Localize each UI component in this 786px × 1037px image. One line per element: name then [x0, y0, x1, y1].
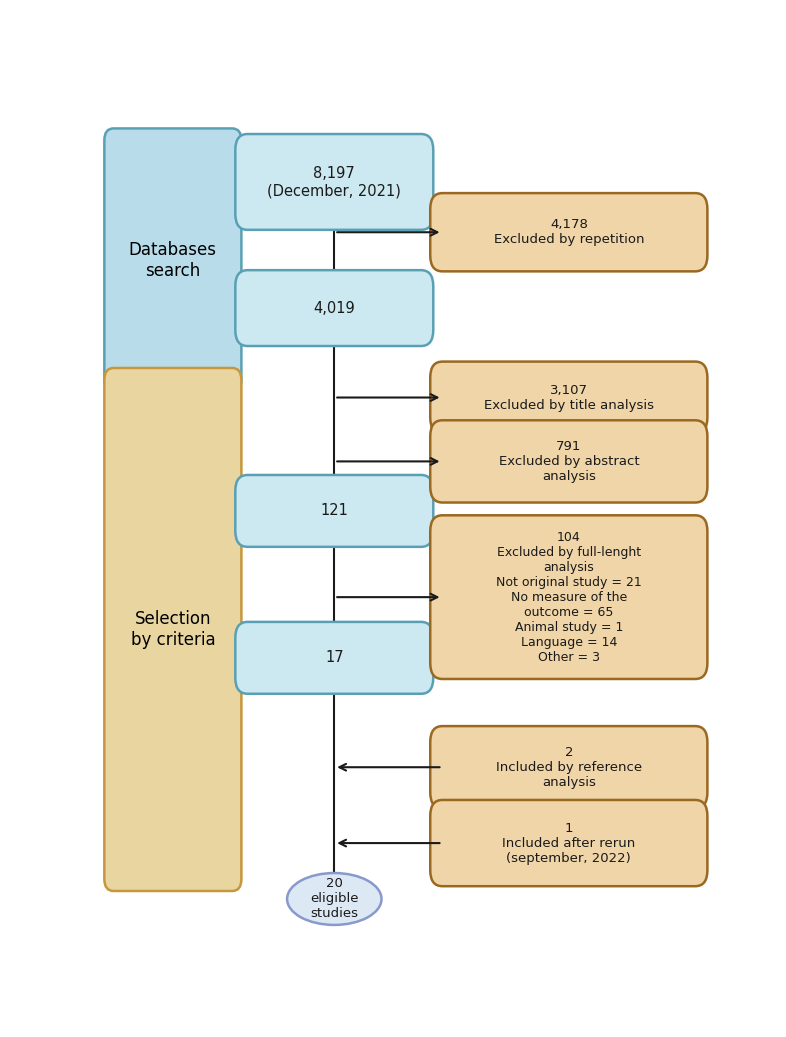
Text: 17: 17 [325, 650, 343, 666]
FancyBboxPatch shape [430, 800, 707, 887]
FancyBboxPatch shape [235, 622, 433, 694]
FancyBboxPatch shape [430, 193, 707, 272]
FancyBboxPatch shape [430, 420, 707, 503]
Text: 4,019: 4,019 [314, 301, 355, 315]
Text: 3,107
Excluded by title analysis: 3,107 Excluded by title analysis [484, 384, 654, 412]
Text: Selection
by criteria: Selection by criteria [130, 610, 215, 649]
FancyBboxPatch shape [235, 475, 433, 546]
Text: 104
Excluded by full-lenght
analysis
Not original study = 21
No measure of the
o: 104 Excluded by full-lenght analysis Not… [496, 531, 641, 664]
FancyBboxPatch shape [235, 134, 433, 230]
Text: 2
Included by reference
analysis: 2 Included by reference analysis [496, 746, 642, 789]
FancyBboxPatch shape [105, 368, 241, 891]
Text: 121: 121 [321, 503, 348, 518]
Ellipse shape [287, 873, 381, 925]
FancyBboxPatch shape [430, 515, 707, 679]
FancyBboxPatch shape [105, 129, 241, 392]
FancyBboxPatch shape [430, 362, 707, 433]
FancyBboxPatch shape [235, 271, 433, 346]
Text: 8,197
(December, 2021): 8,197 (December, 2021) [267, 166, 401, 198]
Text: 20
eligible
studies: 20 eligible studies [310, 877, 358, 921]
Text: 1
Included after rerun
(september, 2022): 1 Included after rerun (september, 2022) [502, 821, 635, 865]
Text: Databases
search: Databases search [129, 241, 217, 280]
FancyBboxPatch shape [430, 726, 707, 809]
Text: 4,178
Excluded by repetition: 4,178 Excluded by repetition [494, 218, 644, 246]
Text: 791
Excluded by abstract
analysis: 791 Excluded by abstract analysis [498, 440, 639, 483]
